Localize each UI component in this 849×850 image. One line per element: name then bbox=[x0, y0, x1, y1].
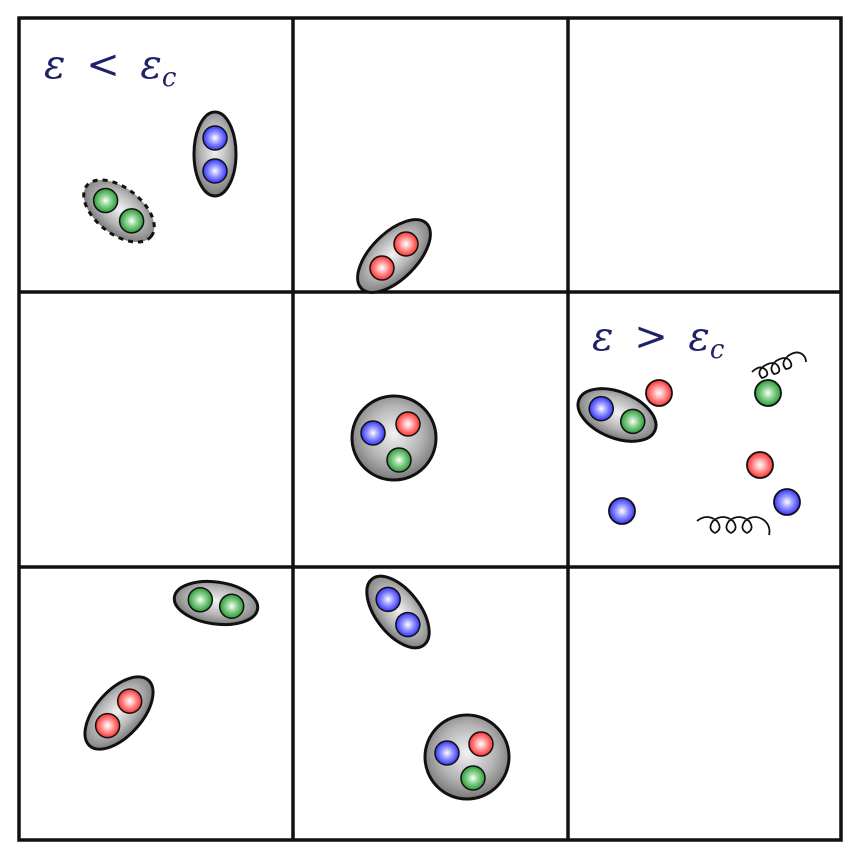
meson-red-red bbox=[356, 218, 432, 294]
grid-border bbox=[17, 16, 843, 842]
quark-blue bbox=[202, 158, 228, 184]
quark-blue bbox=[588, 395, 614, 422]
free-quark-green bbox=[754, 379, 782, 407]
free-quark-blue bbox=[773, 488, 801, 516]
baryon-blue-red-green bbox=[350, 394, 438, 482]
quark-green bbox=[620, 408, 646, 435]
quark-blue bbox=[375, 586, 401, 613]
quark-blue bbox=[434, 740, 460, 766]
meson-blue-blue bbox=[365, 574, 431, 650]
lattice-grid bbox=[17, 16, 843, 842]
gluon-coil-icon bbox=[751, 351, 807, 379]
meson-green-green bbox=[172, 579, 260, 627]
quark-red bbox=[393, 231, 419, 257]
quark-red bbox=[369, 255, 395, 281]
quark-green bbox=[386, 447, 412, 473]
meson-blue-green bbox=[576, 387, 658, 443]
quark-green bbox=[92, 187, 119, 214]
quark-green bbox=[460, 765, 486, 791]
quark-red bbox=[116, 688, 143, 714]
free-quark-red bbox=[746, 451, 774, 479]
label-high-energy: ε > εc bbox=[592, 314, 725, 365]
quark-red bbox=[94, 712, 121, 739]
quark-green bbox=[187, 587, 214, 613]
meson-green-green-dashed bbox=[82, 178, 156, 244]
quark-green bbox=[218, 593, 245, 619]
quark-blue bbox=[360, 420, 386, 446]
gluon-coil-icon bbox=[696, 516, 771, 536]
baryon-blue-red-green bbox=[423, 713, 511, 801]
quark-red bbox=[468, 731, 494, 757]
quark-blue bbox=[395, 611, 421, 638]
quark-blue bbox=[202, 125, 228, 151]
quark-green bbox=[118, 208, 145, 234]
label-low-energy: ε < εc bbox=[44, 42, 177, 93]
quark-red bbox=[395, 411, 421, 437]
free-quarks bbox=[608, 379, 801, 525]
meson-blue-blue bbox=[192, 110, 238, 198]
meson-red-red bbox=[83, 675, 155, 751]
free-quark-red bbox=[645, 379, 673, 407]
free-quark-blue bbox=[608, 497, 636, 525]
